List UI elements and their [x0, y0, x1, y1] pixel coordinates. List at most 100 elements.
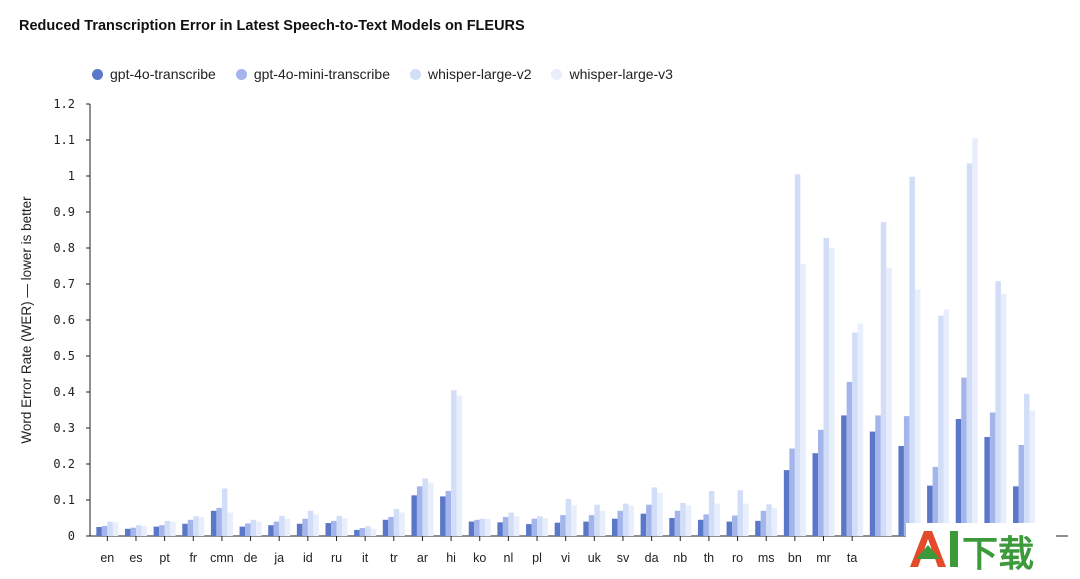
bar — [1029, 410, 1036, 536]
legend-label: whisper-large-v2 — [428, 66, 532, 82]
bar — [823, 237, 829, 537]
bar — [359, 528, 366, 536]
x-tick-label: uk — [588, 551, 602, 565]
bar — [451, 390, 457, 536]
bar — [130, 527, 136, 536]
bar — [370, 528, 377, 536]
bar — [646, 504, 652, 536]
bar — [846, 381, 853, 536]
x-tick-label: tr — [390, 551, 398, 565]
bar — [393, 509, 400, 536]
bars — [96, 138, 1036, 537]
bar — [497, 522, 503, 536]
x-tick-label: id — [303, 551, 313, 565]
bar — [812, 453, 818, 536]
bar — [640, 513, 647, 536]
bar — [279, 515, 285, 536]
y-tick-label: 1 — [68, 169, 75, 183]
bar — [818, 429, 824, 536]
bar — [388, 516, 394, 536]
bar — [124, 528, 131, 536]
legend-swatch — [235, 68, 247, 80]
legend-swatch — [551, 68, 563, 80]
y-tick-label: 0 — [68, 529, 75, 543]
bar — [141, 525, 147, 536]
bar — [250, 519, 257, 536]
bar — [628, 505, 634, 536]
bar — [1013, 486, 1019, 536]
bar — [526, 524, 532, 536]
bar — [903, 416, 910, 536]
bar — [685, 505, 692, 536]
bar — [245, 523, 251, 536]
bar — [651, 487, 658, 536]
bar — [588, 515, 595, 536]
bar — [880, 222, 887, 536]
bar — [1018, 444, 1025, 536]
bar — [1024, 393, 1030, 536]
bar — [617, 510, 623, 536]
y-tick-label: 0.3 — [53, 421, 75, 435]
bar — [101, 525, 108, 536]
bar — [914, 289, 921, 536]
legend-item: gpt-4o-mini-transcribe — [235, 66, 390, 82]
x-tick-label: vi — [561, 551, 570, 565]
bar — [284, 518, 291, 536]
bar — [869, 431, 876, 536]
bar — [726, 521, 733, 536]
bar — [153, 526, 160, 536]
bar — [771, 507, 778, 536]
legend-item: whisper-large-v3 — [551, 66, 673, 82]
bar — [737, 490, 744, 536]
bar — [760, 510, 767, 536]
bar — [445, 491, 452, 536]
bar — [966, 163, 973, 536]
bar — [325, 523, 331, 536]
y-tick-label: 0.5 — [53, 349, 75, 363]
legend-item: whisper-large-v2 — [410, 66, 531, 82]
bar — [382, 519, 389, 536]
bar — [354, 529, 360, 536]
bar — [440, 496, 446, 536]
bar — [365, 526, 371, 536]
bar — [703, 514, 709, 536]
bar — [875, 415, 881, 536]
bar — [170, 521, 176, 536]
x-tick-label: mr — [816, 551, 831, 565]
bar — [989, 412, 996, 536]
bar — [909, 176, 915, 536]
x-tick-label: ru — [331, 551, 342, 565]
bar — [938, 315, 944, 536]
bar — [961, 377, 967, 536]
y-tick-label: 0.1 — [53, 493, 75, 507]
bar — [743, 503, 749, 536]
bar — [674, 510, 681, 536]
x-tick-label: ja — [273, 551, 284, 565]
bar — [422, 478, 428, 536]
bar — [513, 516, 520, 536]
bar — [554, 522, 561, 536]
bar — [411, 495, 417, 536]
bar — [800, 264, 806, 536]
legend-label: gpt-4o-transcribe — [110, 66, 216, 82]
bar — [829, 248, 835, 536]
bar — [427, 482, 434, 536]
bar — [399, 512, 405, 536]
x-tick-label: cmn — [210, 551, 234, 565]
y-tick-label: 0.8 — [53, 241, 75, 255]
x-tick-label: fr — [189, 551, 197, 565]
bar — [927, 485, 933, 536]
x-tick-label: ko — [473, 551, 486, 565]
bar — [416, 486, 423, 536]
bar — [313, 514, 319, 536]
bar — [502, 516, 509, 536]
bar — [622, 503, 629, 536]
x-tick-label: hi — [446, 551, 456, 565]
bar — [256, 521, 262, 536]
watermark-logo: 下载 — [906, 523, 1056, 575]
bar — [766, 504, 772, 536]
y-tick-label: 0.9 — [53, 205, 75, 219]
x-ticks: en es pt fr cmn de ja id ru it tr ar hi ko nl pl vi uk sv d… — [100, 536, 857, 565]
bar — [1000, 293, 1007, 536]
x-tick-label: de — [244, 551, 258, 565]
